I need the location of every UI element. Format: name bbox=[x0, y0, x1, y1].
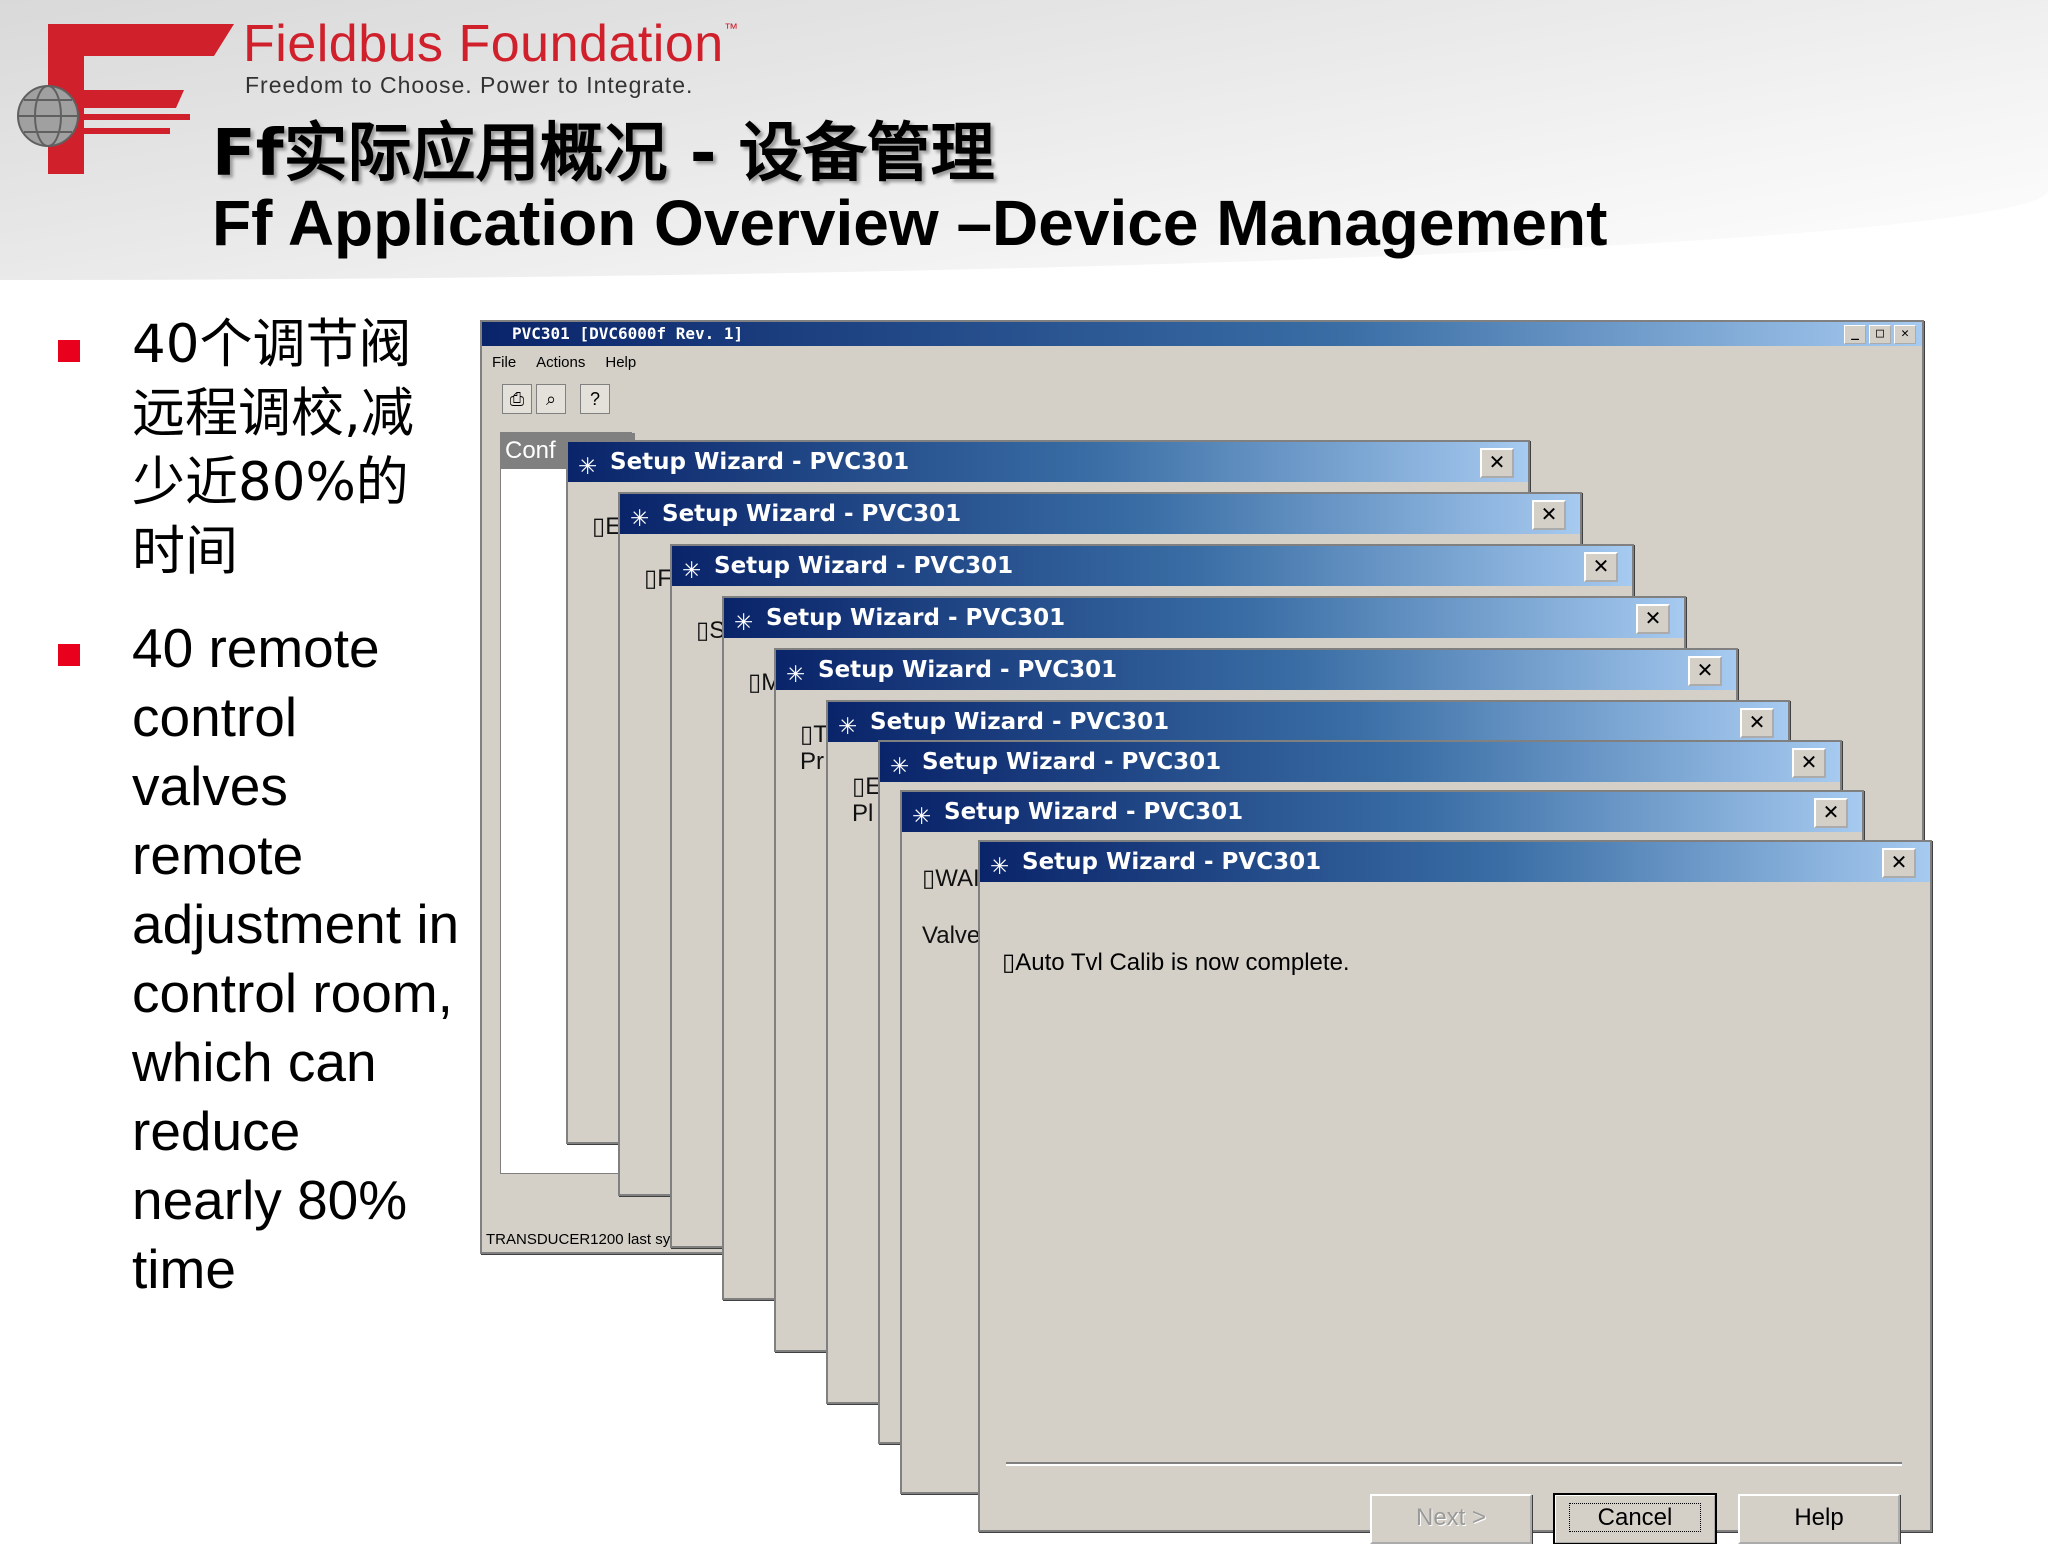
wizard-text-fragment: Pl bbox=[852, 800, 874, 827]
wizard-titlebar[interactable]: ✳ Setup Wizard - PVC301 ✕ bbox=[568, 442, 1528, 482]
wizard-title: Setup Wizard - PVC301 bbox=[714, 553, 1014, 579]
wizard-titlebar[interactable]: ✳ Setup Wizard - PVC301 ✕ bbox=[620, 494, 1580, 534]
wizard-text-fragment: ▯WAI bbox=[922, 865, 980, 892]
wizard-body: ▯Auto Tvl Calib is now complete. Next > … bbox=[980, 882, 1930, 1544]
toolbar: ⎙ ⌕ ? bbox=[502, 384, 610, 414]
maximize-icon[interactable]: □ bbox=[1869, 325, 1891, 344]
wizard-title: Setup Wizard - PVC301 bbox=[1022, 849, 1322, 875]
logo-tagline: Freedom to Choose. Power to Integrate. bbox=[245, 72, 694, 98]
close-icon[interactable]: ✕ bbox=[1636, 604, 1670, 634]
wizard-icon: ✳ bbox=[838, 714, 858, 740]
next-button[interactable]: Next > bbox=[1370, 1494, 1532, 1544]
wizard-titlebar[interactable]: ✳ Setup Wizard - PVC301 ✕ bbox=[724, 598, 1684, 638]
bullet-square-icon bbox=[58, 644, 80, 666]
close-icon[interactable]: ✕ bbox=[1894, 325, 1916, 344]
wizard-text-fragment: Valve bbox=[922, 922, 981, 949]
wizard-title: Setup Wizard - PVC301 bbox=[944, 799, 1244, 825]
close-icon[interactable]: ✕ bbox=[1882, 848, 1916, 878]
close-icon[interactable]: ✕ bbox=[1480, 448, 1514, 478]
close-icon[interactable]: ✕ bbox=[1688, 656, 1722, 686]
close-icon[interactable]: ✕ bbox=[1584, 552, 1618, 582]
wizard-title: Setup Wizard - PVC301 bbox=[766, 605, 1066, 631]
wizard-icon: ✳ bbox=[578, 454, 598, 480]
bullet-item: 40个调节阀远程调校,减少近80%的时间 bbox=[54, 310, 454, 586]
slide-title-chinese: Ff实际应用概况 - 设备管理 bbox=[212, 117, 995, 191]
wizard-title: Setup Wizard - PVC301 bbox=[662, 501, 962, 527]
help-button[interactable]: Help bbox=[1738, 1494, 1900, 1544]
main-window-title: PVC301 [DVC6000f Rev. 1] bbox=[512, 324, 744, 343]
wizard-icon: ✳ bbox=[912, 804, 932, 830]
close-icon[interactable]: ✕ bbox=[1792, 748, 1826, 778]
wizard-icon: ✳ bbox=[682, 558, 702, 584]
logo-name: Fieldbus Foundation bbox=[243, 15, 724, 73]
button-divider bbox=[1006, 1462, 1902, 1466]
wizard-title: Setup Wizard - PVC301 bbox=[922, 749, 1222, 775]
wizard-icon: ✳ bbox=[890, 754, 910, 780]
slide-title-english: Ff Application Overview –Device Manageme… bbox=[212, 187, 1608, 259]
wizard-icon: ✳ bbox=[734, 610, 754, 636]
wizard-text-fragment: Pr bbox=[800, 748, 824, 775]
main-window-titlebar[interactable]: PVC301 [DVC6000f Rev. 1] _ □ ✕ bbox=[482, 322, 1922, 346]
fieldbus-foundation-logo bbox=[17, 24, 234, 174]
wizard-icon: ✳ bbox=[990, 854, 1010, 880]
context-help-icon[interactable]: ? bbox=[580, 384, 610, 414]
bullet-text-english: 40 remote control valves remote adjustme… bbox=[132, 617, 460, 1300]
setup-wizard-window-active: ✳ Setup Wizard - PVC301 ✕ ▯Auto Tvl Calib… bbox=[978, 840, 1932, 1544]
wizard-titlebar[interactable]: ✳ Setup Wizard - PVC301 ✕ bbox=[880, 742, 1840, 782]
cancel-button[interactable]: Cancel bbox=[1553, 1493, 1717, 1544]
header-background bbox=[0, 0, 2048, 280]
print-preview-icon[interactable]: ⌕ bbox=[536, 384, 566, 414]
bullet-square-icon bbox=[58, 340, 80, 362]
bullet-list: 40个调节阀远程调校,减少近80%的时间 40 remote control v… bbox=[54, 310, 459, 1332]
wizard-titlebar[interactable]: ✳ Setup Wizard - PVC301 ✕ bbox=[980, 842, 1930, 882]
wizard-text-fragment: ▯S bbox=[696, 617, 726, 644]
logo-trademark: ™ bbox=[724, 20, 738, 36]
close-icon[interactable]: ✕ bbox=[1814, 798, 1848, 828]
print-icon[interactable]: ⎙ bbox=[502, 384, 532, 414]
close-icon[interactable]: ✕ bbox=[1740, 708, 1774, 738]
minimize-icon[interactable]: _ bbox=[1844, 325, 1866, 344]
wizard-text-fragment: ▯T bbox=[800, 721, 828, 748]
wizard-text-fragment: ▯E bbox=[852, 773, 882, 800]
wizard-text-fragment: ▯F bbox=[644, 565, 672, 592]
wizard-titlebar[interactable]: ✳ Setup Wizard - PVC301 ✕ bbox=[828, 702, 1788, 742]
bullet-text-chinese: 40个调节阀远程调校,减少近80%的时间 bbox=[132, 314, 414, 582]
wizard-text-fragment: ▯E bbox=[592, 513, 622, 540]
wizard-title: Setup Wizard - PVC301 bbox=[818, 657, 1118, 683]
menu-actions[interactable]: Actions bbox=[536, 354, 586, 371]
menu-bar: File Actions Help bbox=[492, 354, 636, 371]
status-bar-text: TRANSDUCER1200 last synch bbox=[486, 1231, 695, 1248]
wizard-icon: ✳ bbox=[786, 662, 806, 688]
wizard-titlebar[interactable]: ✳ Setup Wizard - PVC301 ✕ bbox=[672, 546, 1632, 586]
bullet-item: 40 remote control valves remote adjustme… bbox=[54, 614, 459, 1304]
close-icon[interactable]: ✕ bbox=[1532, 500, 1566, 530]
wizard-title: Setup Wizard - PVC301 bbox=[610, 449, 910, 475]
wizard-icon: ✳ bbox=[630, 506, 650, 532]
window-controls: _ □ ✕ bbox=[1844, 325, 1916, 344]
menu-file[interactable]: File bbox=[492, 354, 517, 371]
calibration-complete-message: ▯Auto Tvl Calib is now complete. bbox=[1002, 949, 1350, 976]
wizard-title: Setup Wizard - PVC301 bbox=[870, 709, 1170, 735]
wizard-titlebar[interactable]: ✳ Setup Wizard - PVC301 ✕ bbox=[902, 792, 1862, 832]
wizard-titlebar[interactable]: ✳ Setup Wizard - PVC301 ✕ bbox=[776, 650, 1736, 690]
cancel-button-label: Cancel bbox=[1568, 1503, 1702, 1532]
menu-help[interactable]: Help bbox=[605, 354, 637, 371]
